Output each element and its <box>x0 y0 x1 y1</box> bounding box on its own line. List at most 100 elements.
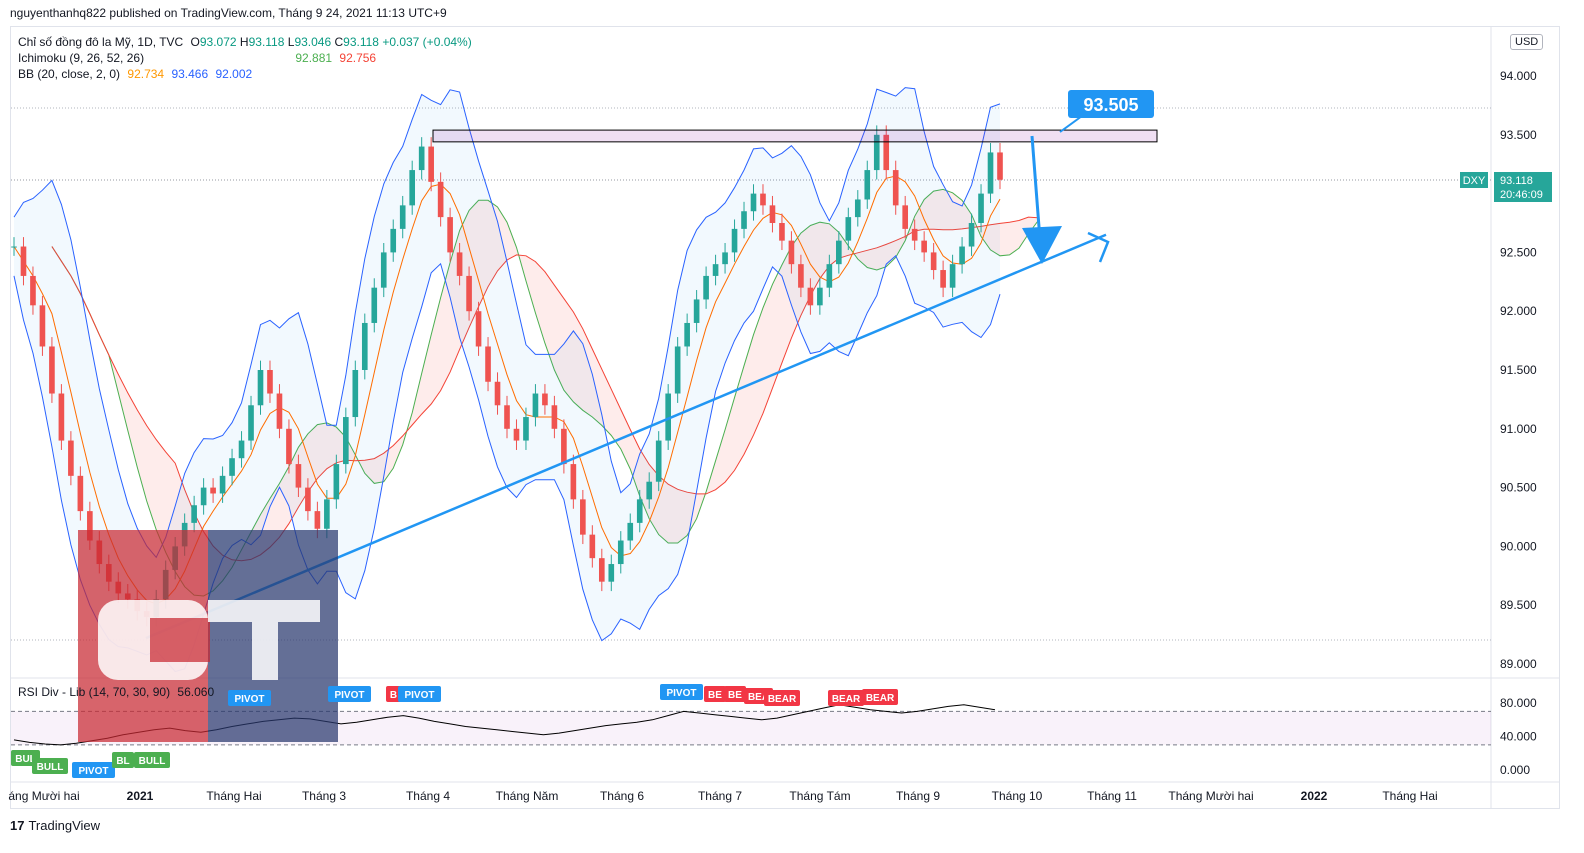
price-tick-label: 93.500 <box>1500 128 1537 142</box>
rsi-signal-label: PIVOT <box>78 766 108 777</box>
candle-body <box>39 305 46 347</box>
rsi-signal-label: BEAR <box>832 694 861 705</box>
logo-c-opening <box>150 618 210 662</box>
rsi-signal-label: BEAR <box>768 694 797 705</box>
tradingview-brand: TradingView <box>28 818 101 833</box>
candle-body <box>551 405 558 429</box>
candle-body <box>200 487 207 506</box>
rsi-signal-badge <box>398 686 441 702</box>
legend-rsi: RSI Div - Lib (14, 70, 30, 90) 56.060 <box>18 684 218 700</box>
candle-body <box>68 440 74 476</box>
candle-body <box>712 264 719 276</box>
publisher-line: nguyenthanhq822 published on TradingView… <box>10 6 447 20</box>
bb-name[interactable]: BB (20, close, 2, 0) <box>18 67 121 81</box>
resistance-zone <box>432 129 1158 143</box>
rsi-signal-badge <box>112 752 134 768</box>
rsi-signal-label: PIVOT <box>404 690 434 701</box>
candle-body <box>978 193 984 223</box>
symbol-name[interactable]: Chỉ số đồng đô la Mỹ, 1D, TVC <box>18 35 184 49</box>
rsi-signal-badge <box>72 762 115 778</box>
time-axis-label: Tháng 11 <box>1087 789 1137 803</box>
candle-body <box>305 487 311 512</box>
legend-ichimoku: Ichimoku (9, 26, 52, 26) 92.881 92.756 <box>18 50 380 66</box>
candle-body <box>968 223 975 247</box>
candle-body <box>11 246 17 248</box>
candle-body <box>324 499 330 529</box>
rsi-signal-label: PIVOT <box>334 690 364 701</box>
candle-body <box>238 440 245 459</box>
open-value: 93.072 <box>199 35 237 49</box>
symbol-tag-box <box>1460 172 1488 188</box>
candle-body <box>911 228 918 241</box>
rsi-signal-label: BUL <box>15 754 36 765</box>
tradingview-footer[interactable]: 17 TradingView <box>10 818 100 833</box>
open-label: O <box>190 35 200 49</box>
candle-body <box>997 152 1003 180</box>
rsi-signal-label: PIVOT <box>234 694 264 705</box>
logo-t-bar <box>208 600 320 622</box>
legend-symbol-line: Chỉ số đồng đô la Mỹ, 1D, TVC O93.072 H 9… <box>18 34 476 50</box>
candle-body <box>428 146 434 182</box>
countdown-value: 20:46:09 <box>1500 189 1543 201</box>
candle-body <box>817 287 823 306</box>
candle-body <box>589 534 596 559</box>
ichimoku-value-2: 92.756 <box>339 51 377 65</box>
candle-body <box>418 146 425 171</box>
candle-body <box>798 264 804 288</box>
currency-button[interactable]: USD <box>1510 34 1544 50</box>
target-label-pointer <box>1059 115 1083 133</box>
rsi-value: 56.060 <box>177 685 215 699</box>
target-label-text: 93.505 <box>1083 95 1138 115</box>
down-arrow-shaft <box>1030 135 1042 241</box>
ichimoku-name[interactable]: Ichimoku (9, 26, 52, 26) <box>18 51 145 65</box>
price-tick-label: 89.500 <box>1500 598 1537 612</box>
trendline-arrowhead <box>1087 231 1110 263</box>
candle-body <box>836 240 842 265</box>
ichimoku-value-1: 92.881 <box>295 51 333 65</box>
last-price-value: 93.118 <box>1500 175 1533 187</box>
time-axis-label: Tháng 4 <box>406 789 450 803</box>
candle-body <box>352 370 359 418</box>
candle-body <box>807 287 814 306</box>
bb-fill <box>14 87 1000 672</box>
high-label: H <box>239 35 249 49</box>
candle-body <box>949 264 956 288</box>
candle-body <box>456 252 463 276</box>
rsi-signal-label: BE <box>708 690 722 701</box>
candle-body <box>30 275 36 306</box>
candle-body <box>343 417 349 465</box>
candle-body <box>769 205 776 223</box>
price-tick-label: 92.000 <box>1500 304 1537 318</box>
close-label: C <box>334 35 344 49</box>
rsi-signal-label: BULL <box>37 762 64 773</box>
candle-body <box>788 240 795 265</box>
low-value: 93.046 <box>294 35 332 49</box>
rsi-signal-label: BULL <box>139 756 166 767</box>
logo-t-stem <box>252 622 278 680</box>
candle-body <box>608 564 615 582</box>
chart-frame <box>10 26 1560 809</box>
price-tick-label: 91.500 <box>1500 363 1537 377</box>
rsi-signal-badge <box>862 689 898 705</box>
candle-body <box>542 393 548 406</box>
time-axis-label: Tháng Tám <box>789 789 850 803</box>
candle-body <box>854 199 861 218</box>
rsi-name[interactable]: RSI Div - Lib (14, 70, 30, 90) <box>18 685 171 699</box>
rsi-signal-label: BL <box>116 756 129 767</box>
candle-body <box>940 270 946 288</box>
candle-body <box>380 252 387 288</box>
candle-body <box>921 240 927 253</box>
time-axis-label: Tháng 10 <box>992 789 1043 803</box>
time-axis-label: Tháng 9 <box>896 789 940 803</box>
time-axis-label: áng Mười hai <box>8 789 79 803</box>
candle-body <box>883 134 890 171</box>
rsi-signal-badge <box>328 686 371 702</box>
candle-body <box>333 464 340 500</box>
candle-body <box>532 393 539 418</box>
price-tick-label: 90.000 <box>1500 539 1537 553</box>
candle-body <box>314 511 321 529</box>
time-axis-label: 2021 <box>127 789 154 803</box>
rsi-signal-badge <box>228 690 271 706</box>
candle-body <box>873 134 880 171</box>
